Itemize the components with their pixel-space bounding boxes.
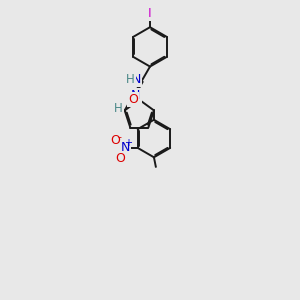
Text: H: H: [126, 73, 135, 86]
Text: N: N: [131, 89, 141, 102]
Text: O: O: [115, 152, 125, 165]
Text: O: O: [110, 134, 120, 147]
Text: -: -: [118, 132, 122, 142]
Text: O: O: [128, 93, 138, 106]
Text: +: +: [124, 138, 132, 148]
Text: H: H: [114, 102, 123, 116]
Text: N: N: [121, 141, 130, 154]
Text: I: I: [148, 7, 152, 20]
Text: N: N: [132, 73, 141, 86]
